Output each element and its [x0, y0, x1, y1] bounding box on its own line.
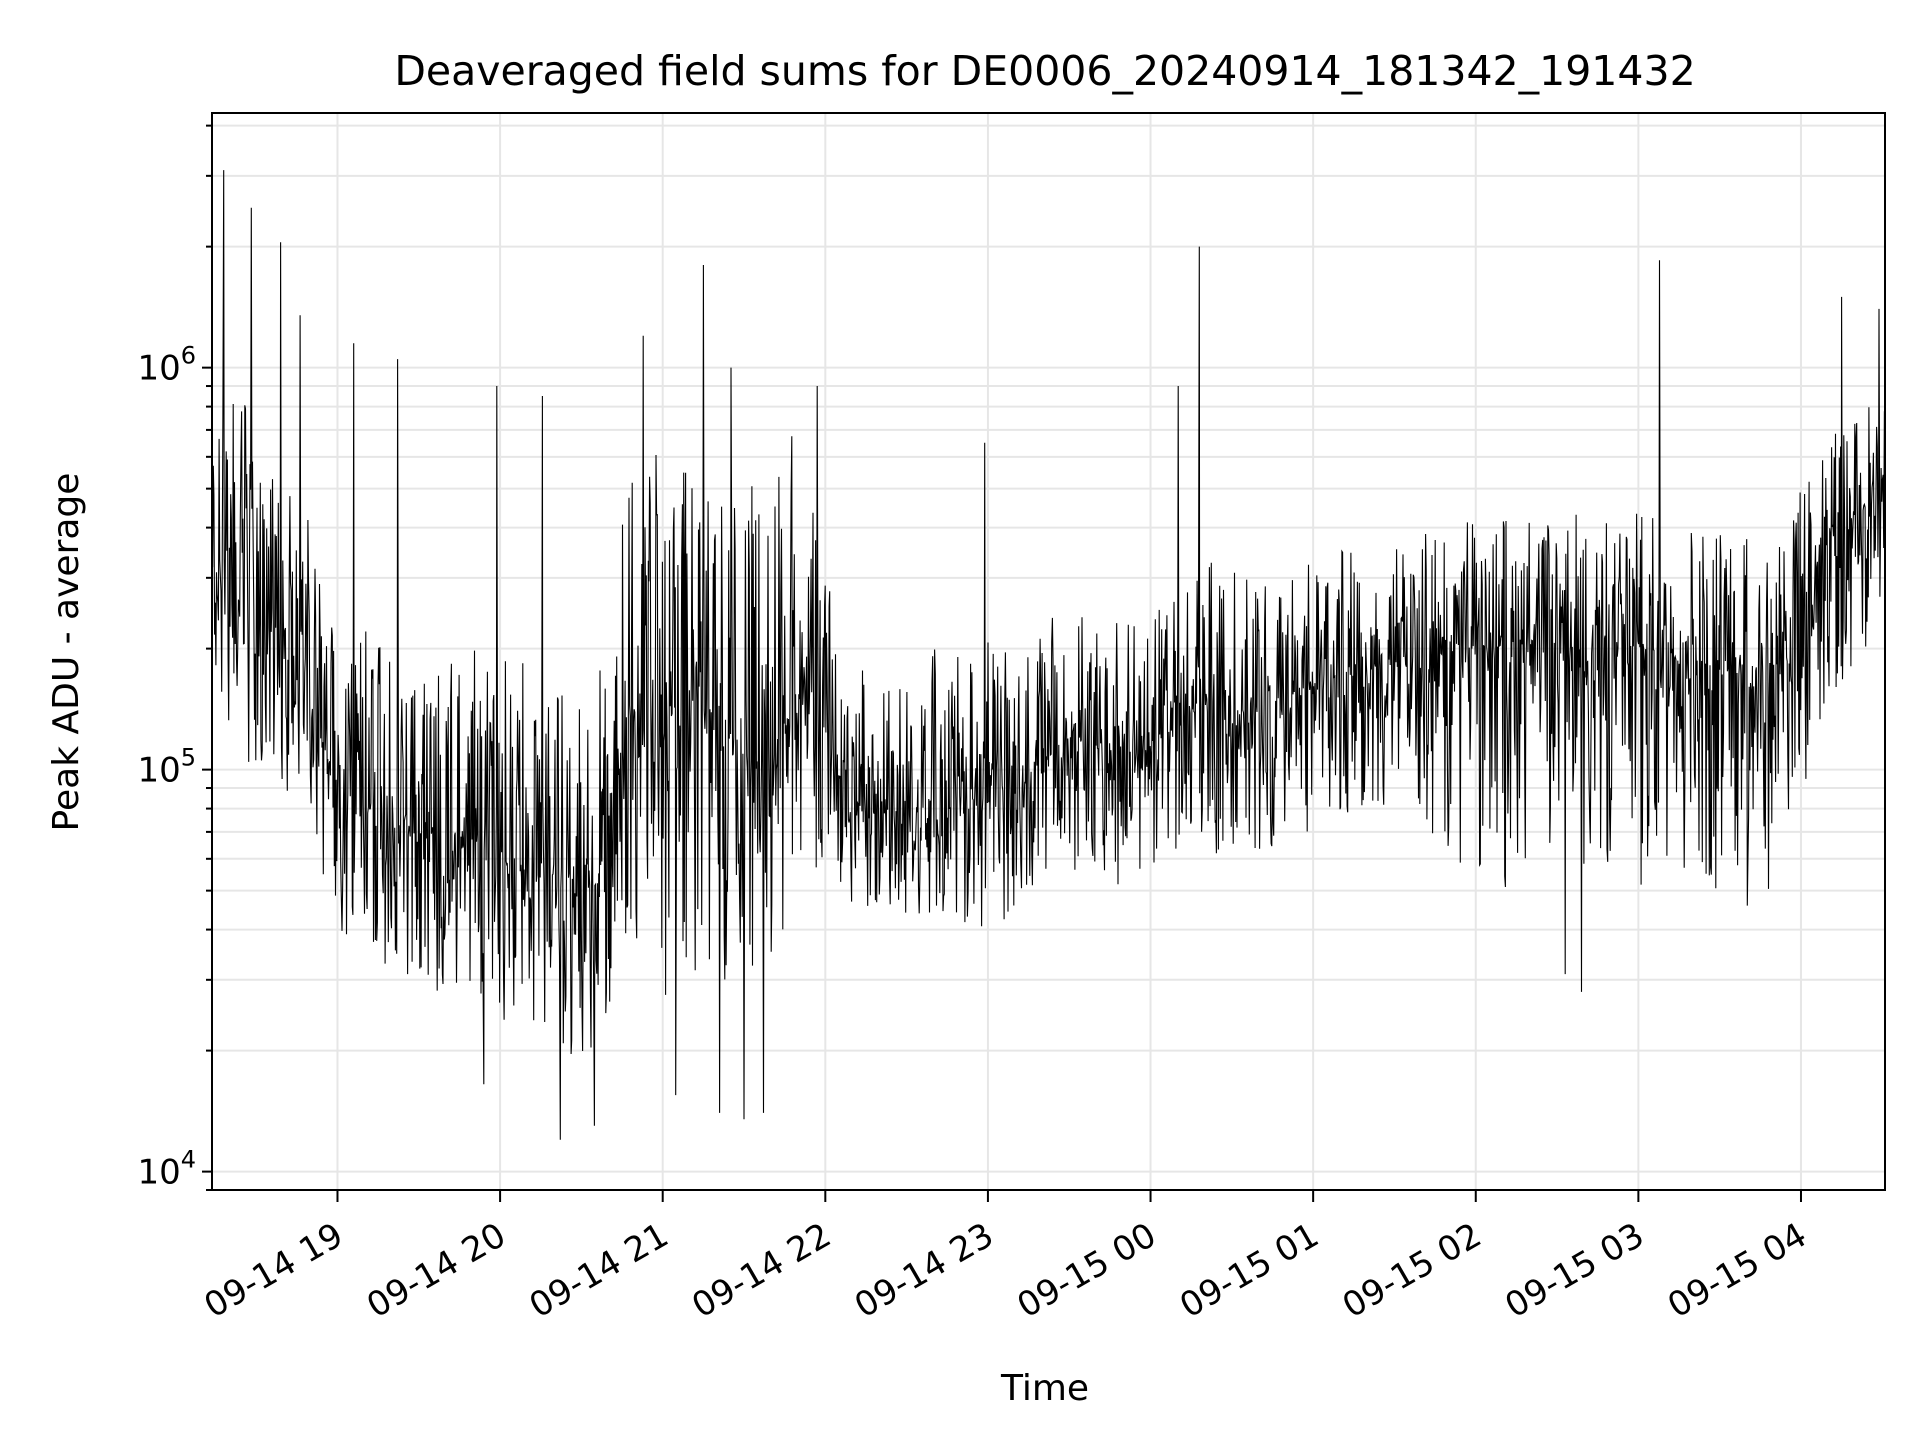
x-axis-label: Time	[1000, 1368, 1089, 1409]
y-tick-label: 106	[137, 342, 196, 389]
series-line	[211, 170, 1886, 1140]
chart-title: Deaveraged field sums for DE0006_2024091…	[394, 47, 1695, 95]
grid	[212, 113, 1885, 1191]
y-axis-label: Peak ADU - average	[46, 473, 87, 832]
series-layer	[211, 170, 1886, 1140]
y-tick-label: 104	[137, 1146, 196, 1193]
y-tick-label: 105	[137, 744, 196, 791]
y-axis: 104 105 106	[137, 124, 212, 1193]
plot-frame	[211, 112, 1886, 1191]
